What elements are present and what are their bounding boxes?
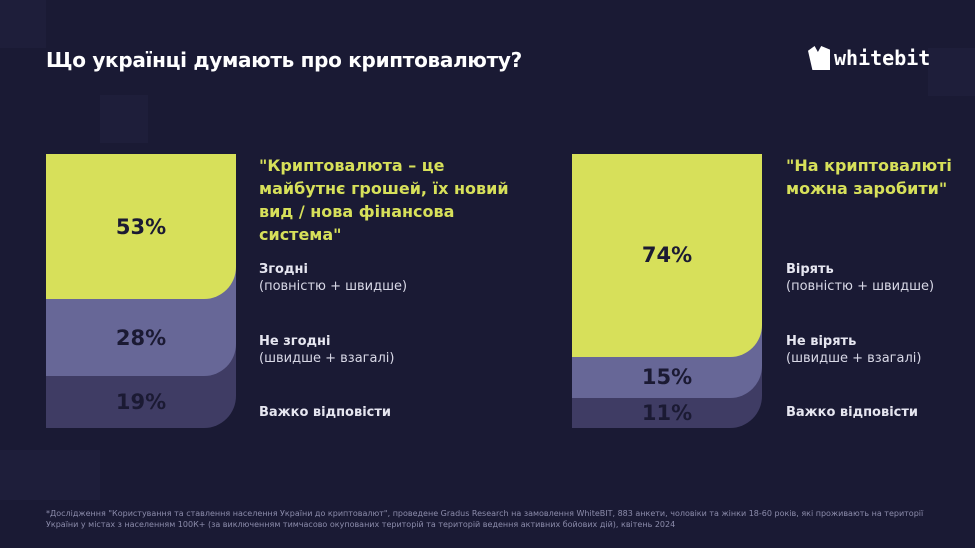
legend-label: Не згодні (швидше + взагалі) — [259, 333, 394, 367]
stacked-bar-1: 53% 28% 19% — [46, 154, 236, 428]
bar-segment-1 — [572, 154, 762, 357]
legend-main: Вірять — [786, 262, 834, 277]
stacked-bar-2: 74% 15% 11% — [572, 154, 762, 428]
legend-label: Важко відповісти — [259, 404, 391, 421]
legend-sub: (повністю + швидше) — [786, 279, 935, 294]
data-label: 11% — [641, 400, 693, 425]
legend-label: Вірять (повністю + швидше) — [786, 261, 934, 295]
logo-wordmark: whitebit — [834, 46, 931, 70]
data-label: 28% — [115, 325, 167, 350]
legend-main: Не вірять — [786, 334, 857, 349]
footnote: *Дослідження "Користування та ставлення … — [46, 509, 924, 529]
legend-main: Не згодні — [259, 334, 331, 349]
page-title: Що українці думають про криптовалюту? — [46, 48, 522, 72]
legend-sub: (швидше + взагалі) — [786, 351, 922, 366]
legend-label: Важко відповісти — [786, 404, 918, 421]
background-tile — [928, 48, 975, 96]
legend-sub: (повністю + швидше) — [259, 279, 408, 294]
legend-label: Згодні (повністю + швидше) — [259, 261, 407, 295]
legend-label: Не вірять (швидше + взагалі) — [786, 333, 921, 367]
background-tile — [100, 95, 148, 143]
chart-title: "На криптовалюті можна заробити" — [786, 156, 952, 198]
legend-sub: (швидше + взагалі) — [259, 351, 395, 366]
whitebit-logo-icon — [808, 46, 830, 70]
legend-main: Важко відповісти — [786, 405, 919, 420]
data-label: 74% — [641, 243, 693, 268]
background-tile — [0, 450, 100, 500]
data-label: 19% — [115, 389, 167, 414]
background-tile — [0, 0, 46, 48]
data-label: 53% — [115, 214, 167, 239]
bar-segment-1 — [46, 154, 236, 300]
data-label: 15% — [641, 365, 693, 390]
legend-main: Згодні — [259, 262, 308, 277]
legend-main: Важко відповісти — [259, 405, 392, 420]
whitebit-logo: whitebit — [808, 46, 930, 70]
chart-title: "Криптовалюта – це майбутнє грошей, їх н… — [259, 156, 509, 244]
